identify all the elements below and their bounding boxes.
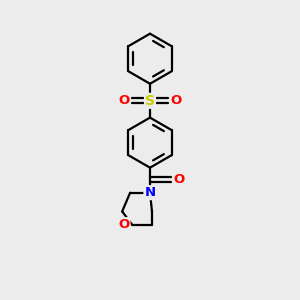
Text: O: O	[174, 173, 185, 186]
Text: O: O	[118, 218, 130, 231]
Text: O: O	[171, 94, 182, 107]
Text: S: S	[145, 94, 155, 108]
Text: O: O	[118, 94, 129, 107]
Text: N: N	[144, 186, 156, 199]
